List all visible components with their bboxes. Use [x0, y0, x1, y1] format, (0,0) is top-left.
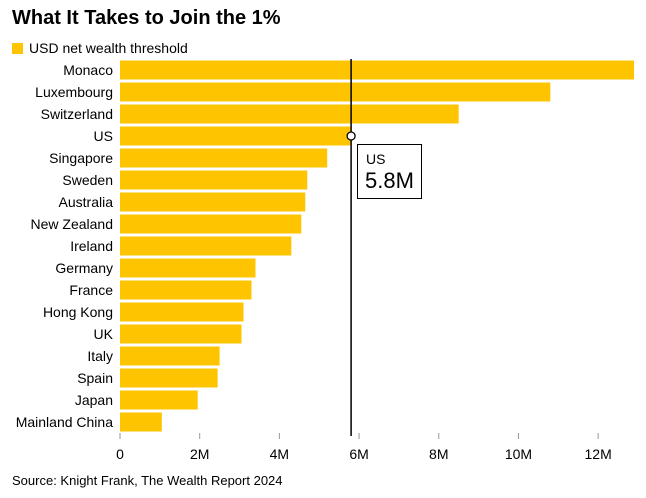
x-tick-label: 2M [190, 446, 209, 462]
bar [120, 148, 328, 168]
bar [120, 104, 459, 124]
bar [120, 60, 634, 80]
highlight-marker [346, 59, 356, 436]
category-label: US [94, 128, 113, 144]
bar [120, 258, 256, 278]
bar [120, 412, 162, 432]
category-label: Singapore [49, 150, 113, 166]
category-label: Sweden [62, 172, 113, 188]
bar [120, 324, 242, 344]
bar [120, 126, 352, 146]
category-label: Monaco [63, 62, 113, 78]
legend-label: USD net wealth threshold [29, 40, 188, 56]
x-tick-label: 12M [585, 446, 612, 462]
highlight-callout: US 5.8M [357, 144, 422, 199]
category-labels: Monaco Luxembourg Switzerland US Singapore Sw… [16, 62, 114, 430]
x-tick-label: 10M [505, 446, 532, 462]
bar [120, 170, 308, 190]
category-label: Hong Kong [43, 304, 113, 320]
x-tick-label: 6M [349, 446, 368, 462]
callout-country: US [366, 151, 386, 167]
category-label: Australia [59, 194, 114, 210]
category-label: Switzerland [41, 106, 113, 122]
legend: USD net wealth threshold [12, 39, 188, 57]
bar [120, 368, 218, 388]
bar [120, 192, 306, 212]
category-label: New Zealand [31, 216, 114, 232]
category-label: Spain [77, 370, 113, 386]
x-tick-label: 4M [270, 446, 289, 462]
category-label: Italy [87, 348, 113, 364]
bar [120, 302, 244, 322]
callout-value: 5.8M [365, 168, 414, 193]
bar [120, 346, 220, 366]
category-label: France [69, 282, 113, 298]
bar [120, 280, 252, 300]
highlight-point [346, 131, 356, 141]
category-label: Ireland [70, 238, 113, 254]
chart-title: What It Takes to Join the 1% [12, 7, 281, 29]
bar [120, 236, 292, 256]
category-label: Germany [55, 260, 113, 276]
category-label: Mainland China [16, 414, 113, 430]
bar [120, 82, 551, 102]
category-label: Luxembourg [35, 84, 113, 100]
x-tick-label: 8M [429, 446, 448, 462]
bar [120, 214, 302, 234]
source-note: Source: Knight Frank, The Wealth Report … [12, 473, 283, 488]
category-label: Japan [75, 392, 113, 408]
x-tick-label: 0 [116, 446, 124, 462]
category-label: UK [94, 326, 114, 342]
x-axis-ticks: 0 2M 4M 6M 8M 10M 12M [116, 433, 612, 462]
legend-swatch [12, 42, 23, 54]
bars [120, 60, 634, 432]
bar [120, 390, 198, 410]
